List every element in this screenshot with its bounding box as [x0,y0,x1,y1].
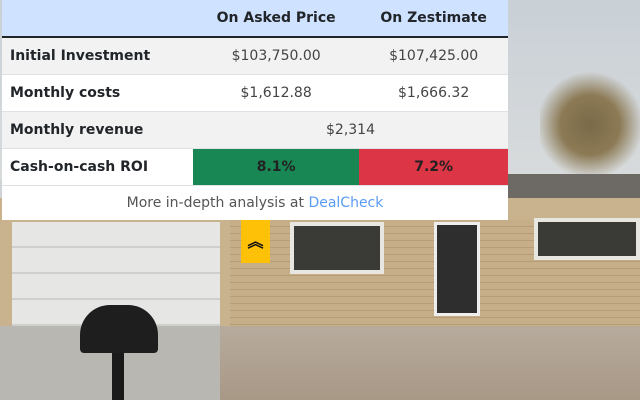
header-asked-price: On Asked Price [193,0,360,38]
dealcheck-link[interactable]: DealCheck [308,194,384,211]
revenue-value: $2,314 [193,111,508,149]
table-row: Monthly costs $1,612.88 $1,666.32 [2,74,508,112]
roi-asked-badge: 8.1% [193,148,360,186]
collapse-button[interactable]: ︽ [241,220,270,263]
asked-value: $103,750.00 [193,37,360,75]
header-zestimate: On Zestimate [359,0,508,38]
table-row: Initial Investment $103,750.00 $107,425.… [2,37,508,75]
row-label: Monthly costs [2,74,193,112]
header-empty [2,0,193,38]
zestimate-value: $1,666.32 [359,74,508,112]
double-chevron-up-icon: ︽ [247,231,264,251]
row-label: Initial Investment [2,37,193,75]
table-row: Cash-on-cash ROI 8.1% 7.2% [2,148,508,186]
roi-analysis-panel: On Asked Price On Zestimate Initial Inve… [2,0,508,220]
roi-zestimate-badge: 7.2% [359,148,508,186]
zestimate-value: $107,425.00 [359,37,508,75]
footer: More in-depth analysis at DealCheck [2,186,508,221]
footer-text: More in-depth analysis at [126,194,309,211]
asked-value: $1,612.88 [193,74,360,112]
row-label: Cash-on-cash ROI [2,148,193,186]
table-row: Monthly revenue $2,314 [2,111,508,149]
roi-table: On Asked Price On Zestimate Initial Inve… [2,0,508,186]
row-label: Monthly revenue [2,111,193,149]
header-row: On Asked Price On Zestimate [2,0,508,38]
